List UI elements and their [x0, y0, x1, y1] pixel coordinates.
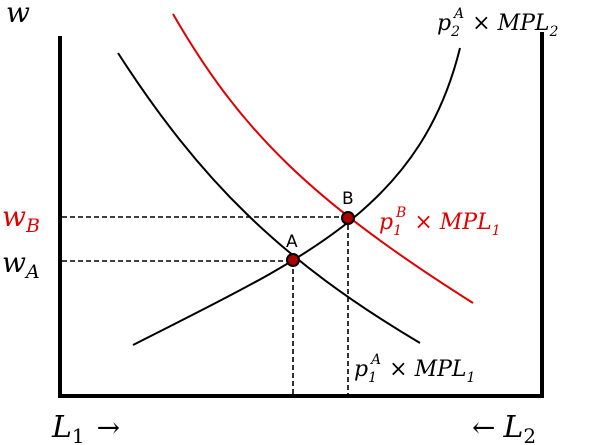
- y-axis-label: w: [6, 0, 30, 29]
- point-a-marker: [286, 253, 300, 267]
- curve-mpl1-b: [172, 13, 474, 304]
- curve-label-mpl1-a: p1A × MPL1: [354, 352, 475, 386]
- curve-label-mpl1-b: p1B × MPL1: [379, 205, 501, 239]
- right-axis-label: ← L2: [472, 410, 536, 445]
- wage-label-a: wA: [2, 246, 40, 283]
- curve-mpl2: [132, 47, 461, 346]
- point-b-label: B: [342, 189, 354, 209]
- curve-label-mpl2: p2A × MPL2: [437, 6, 559, 40]
- point-b-marker: [341, 211, 355, 225]
- left-axis-label: L1 →: [51, 410, 120, 445]
- curve-mpl1-a: [117, 52, 421, 344]
- point-a-label: A: [286, 232, 298, 252]
- wage-label-b: wB: [2, 200, 40, 237]
